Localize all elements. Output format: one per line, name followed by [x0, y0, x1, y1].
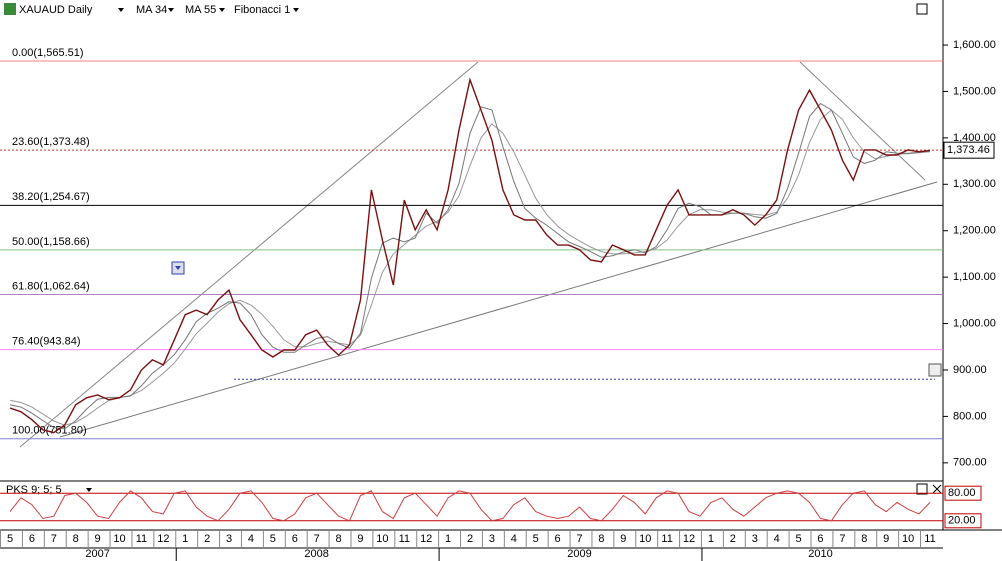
x-tick-label: 3: [752, 533, 758, 545]
year-label: 2010: [808, 548, 832, 560]
year-label: 2009: [567, 548, 591, 560]
trend-line: [799, 61, 926, 181]
symbol-menu[interactable]: XAUAUD Daily: [19, 4, 93, 16]
y-tick-label: 1,200.00: [953, 225, 996, 237]
x-tick-label: 3: [226, 533, 232, 545]
series-line: [9, 490, 931, 522]
x-tick-label: 5: [796, 533, 802, 545]
marker-icon: [175, 266, 181, 270]
series-line: [9, 77, 931, 434]
trend-line: [19, 61, 479, 448]
indicator-menu[interactable]: MA 34: [136, 4, 167, 16]
x-tick-label: 4: [248, 533, 254, 545]
year-label: 2008: [304, 548, 328, 560]
x-tick-label: 5: [7, 533, 13, 545]
app-icon: [4, 3, 16, 15]
fib-label: 76.40(943.84): [12, 336, 81, 348]
x-tick-label: 7: [839, 533, 845, 545]
dropdown-arrow[interactable]: [118, 8, 124, 12]
x-tick-label: 12: [157, 533, 169, 545]
x-tick-label: 4: [774, 533, 780, 545]
tool-icon[interactable]: [928, 363, 942, 377]
fib-label: 23.60(1,373.48): [12, 136, 90, 148]
x-tick-label: 10: [639, 533, 651, 545]
x-tick-label: 8: [861, 533, 867, 545]
x-tick-label: 2: [730, 533, 736, 545]
y-tick-label: 800.00: [953, 410, 987, 422]
fib-label: 61.80(1,062.64): [12, 280, 90, 292]
x-tick-label: 10: [376, 533, 388, 545]
x-tick-label: 7: [314, 533, 320, 545]
maximize-button[interactable]: [916, 483, 928, 495]
fib-label: 50.00(1,158.66): [12, 236, 90, 248]
x-tick-label: 7: [576, 533, 582, 545]
y-tick-label: 1,600.00: [953, 39, 996, 51]
y-tick-label: 1,400.00: [953, 132, 996, 144]
price-axis: [943, 0, 1002, 530]
maximize-button[interactable]: [916, 3, 928, 15]
level-label: 20.00: [948, 515, 976, 527]
level-box: [944, 485, 982, 501]
x-tick-label: 11: [661, 533, 672, 545]
x-tick-label: 4: [511, 533, 517, 545]
close-button[interactable]: [932, 484, 942, 494]
x-tick-label: 6: [817, 533, 823, 545]
y-tick-label: 1,000.00: [953, 317, 996, 329]
x-tick-label: 11: [399, 533, 410, 545]
x-tick-label: 10: [113, 533, 125, 545]
indicator-menu[interactable]: MA 55: [185, 4, 216, 16]
x-tick-label: 11: [136, 533, 147, 545]
x-tick-label: 2: [467, 533, 473, 545]
fib-label: 100.00(751.80): [12, 425, 87, 437]
y-tick-label: 1,500.00: [953, 85, 996, 97]
oscillator-title[interactable]: PKS 9; 5; 5: [6, 484, 62, 496]
trend-line: [59, 181, 938, 438]
x-tick-label: 3: [489, 533, 495, 545]
y-tick-label: 700.00: [953, 457, 987, 469]
fib-label: 0.00(1,565.51): [12, 47, 84, 59]
x-tick-label: 9: [883, 533, 889, 545]
dropdown-arrow[interactable]: [86, 488, 92, 492]
y-tick-label: 1,100.00: [953, 271, 996, 283]
x-tick-label: 7: [51, 533, 57, 545]
x-tick-label: 8: [336, 533, 342, 545]
x-tick-label: 1: [708, 533, 714, 545]
level-box: [944, 513, 982, 529]
x-tick-label: 1: [445, 533, 451, 545]
x-tick-label: 9: [620, 533, 626, 545]
x-tick-label: 10: [902, 533, 914, 545]
level-label: 80.00: [948, 487, 976, 499]
x-tick-label: 11: [924, 533, 935, 545]
year-label: 2007: [85, 548, 109, 560]
x-tick-label: 5: [270, 533, 276, 545]
x-tick-label: 8: [73, 533, 79, 545]
y-tick-label: 1,300.00: [953, 178, 996, 190]
fibonacci-menu[interactable]: Fibonacci 1: [234, 4, 290, 16]
x-tick-label: 9: [95, 533, 101, 545]
last-price-box: [943, 141, 995, 159]
x-tick-label: 6: [29, 533, 35, 545]
series-line: [9, 109, 931, 426]
y-tick-label: 900.00: [953, 364, 987, 376]
x-tick-label: 6: [292, 533, 298, 545]
x-tick-label: 12: [683, 533, 695, 545]
fib-label: 38.20(1,254.67): [12, 191, 90, 203]
dropdown-arrow[interactable]: [219, 8, 225, 12]
x-tick-label: 2: [204, 533, 210, 545]
x-tick-label: 6: [555, 533, 561, 545]
dropdown-arrow[interactable]: [293, 8, 299, 12]
x-tick-label: 1: [182, 533, 188, 545]
x-tick-label: 12: [420, 533, 432, 545]
x-tick-label: 5: [533, 533, 539, 545]
dropdown-arrow[interactable]: [168, 8, 174, 12]
x-tick-label: 8: [598, 533, 604, 545]
x-tick-label: 9: [357, 533, 363, 545]
last-price-label: 1,373.46: [947, 144, 990, 156]
